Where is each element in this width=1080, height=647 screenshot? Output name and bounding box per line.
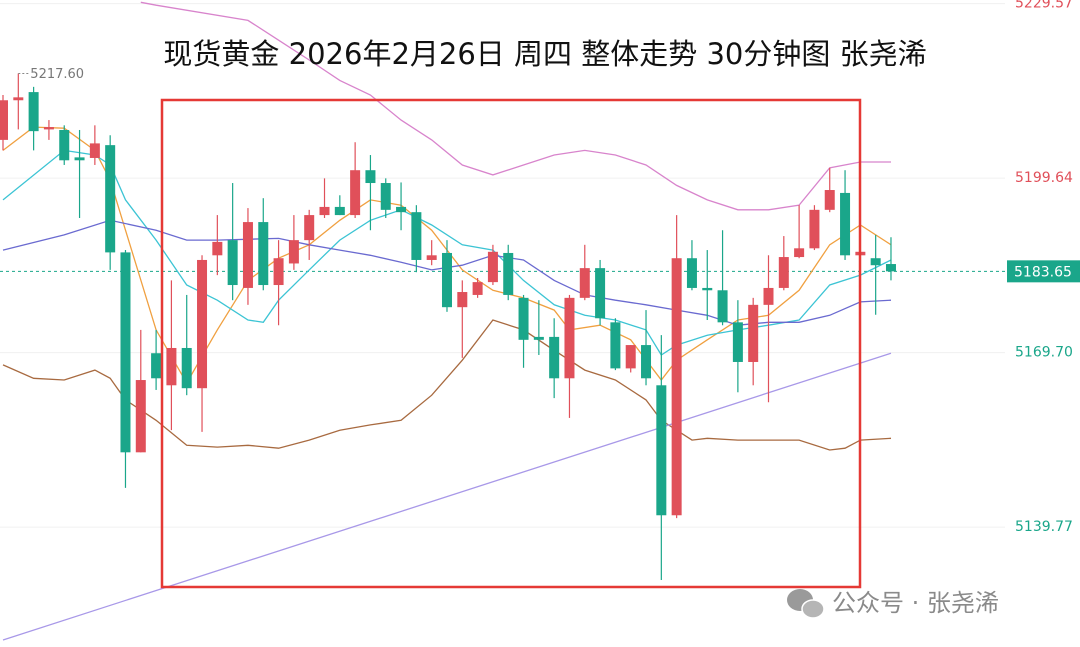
y-tick-label: 5169.70 xyxy=(1015,345,1073,361)
candle-body xyxy=(319,206,330,216)
y-tick-label: 5139.77 xyxy=(1015,519,1073,535)
candle-body xyxy=(487,251,498,283)
candle-body xyxy=(503,252,514,295)
candle-body xyxy=(564,297,575,379)
candles xyxy=(0,73,896,580)
max-marker-label: 5217.60 xyxy=(30,67,84,82)
last-price-label: 5183.65 xyxy=(1014,264,1072,280)
candle-body xyxy=(625,345,636,369)
candle-body xyxy=(288,240,299,264)
candle-body xyxy=(549,336,560,379)
candle-body xyxy=(840,192,851,256)
candle-body xyxy=(641,345,652,379)
candle-body xyxy=(59,129,70,161)
candle-body xyxy=(380,183,391,210)
grid xyxy=(0,3,1005,528)
candle-body xyxy=(732,322,743,362)
candle-body xyxy=(809,209,820,249)
highlight-box xyxy=(160,98,862,589)
candle-body xyxy=(870,258,881,266)
candle-body xyxy=(717,290,728,323)
y-tick-label: 5199.64 xyxy=(1015,170,1073,186)
candle-body xyxy=(105,145,116,253)
candle-body xyxy=(396,206,407,213)
candle-body xyxy=(457,292,468,308)
y-tick-label: 5229.57 xyxy=(1015,0,1073,12)
watermark-icon xyxy=(787,589,825,619)
watermark: 公众号 · 张尧浠 xyxy=(832,589,999,617)
indicator-line xyxy=(140,1,891,211)
candle-body xyxy=(824,190,835,210)
candle-body xyxy=(610,322,621,369)
candle-body xyxy=(212,241,223,256)
indicator-line xyxy=(2,352,892,641)
candle-body xyxy=(43,127,54,130)
candle-body xyxy=(350,170,361,216)
candle-body xyxy=(89,143,100,158)
candle-body xyxy=(441,252,452,308)
candle-body xyxy=(686,258,697,288)
candle-body xyxy=(885,264,896,272)
last-price-box xyxy=(1007,260,1080,283)
candle-body xyxy=(533,336,544,340)
candle-body xyxy=(472,282,483,295)
candle-body xyxy=(748,304,759,362)
candle-body xyxy=(365,170,376,184)
chart-title: 现货黄金 2026年2月26日 周四 整体走势 30分钟图 张尧浠 xyxy=(163,37,926,71)
candle-body xyxy=(197,259,208,389)
candle-body xyxy=(151,353,162,379)
candle-body xyxy=(778,257,789,288)
candle-body xyxy=(13,97,24,101)
candle-body xyxy=(242,222,253,288)
candle-body xyxy=(74,157,85,161)
candle-body xyxy=(258,222,269,286)
candle-body xyxy=(579,268,590,298)
candle-body xyxy=(518,297,529,340)
candle-body xyxy=(656,385,667,516)
candle-body xyxy=(595,268,606,319)
candle-body xyxy=(411,212,422,260)
candle-body xyxy=(181,347,192,389)
candle-body xyxy=(120,252,131,453)
candle-body xyxy=(273,258,284,286)
candle-body xyxy=(28,92,39,132)
candle-body xyxy=(304,215,315,241)
candle-body xyxy=(763,287,774,305)
candle-body xyxy=(334,206,345,216)
candle-body xyxy=(702,287,713,291)
indicator-line xyxy=(2,319,892,451)
candle-body xyxy=(0,100,8,140)
candle-body xyxy=(135,380,146,453)
candle-body xyxy=(227,240,238,286)
candle-body xyxy=(794,248,805,258)
candle-body xyxy=(426,255,437,260)
candle-body xyxy=(671,258,682,516)
candle-body xyxy=(166,347,177,386)
